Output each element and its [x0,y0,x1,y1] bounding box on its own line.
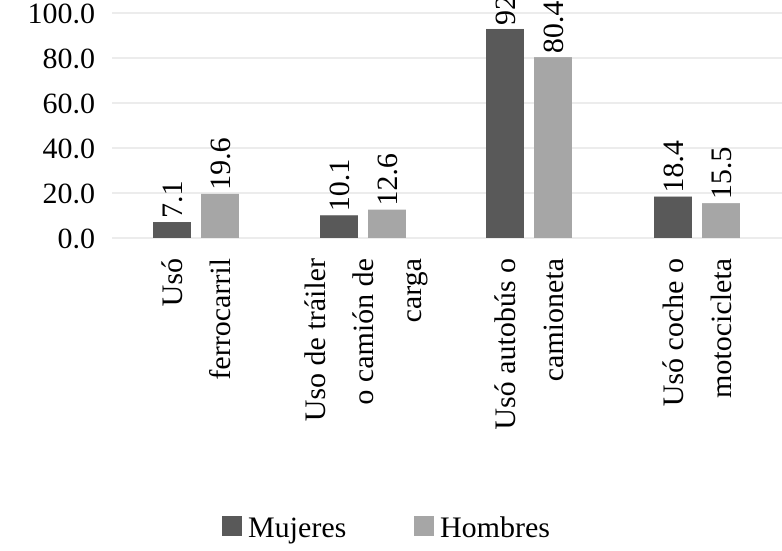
legend-swatch-mujeres [222,516,242,536]
data-label: 7.1 [156,181,189,219]
category-label: Uso de tráiler [299,258,332,421]
bar-mujeres [153,222,191,238]
data-label: 18.4 [657,140,690,193]
data-label: 12.6 [371,153,404,206]
bar-mujeres [320,215,358,238]
category-label: o camión de [347,258,380,405]
y-tick-label: 80.0 [43,42,96,75]
y-tick-label: 40.0 [43,132,96,165]
legend-label: Mujeres [248,511,346,544]
category-label: carga [395,258,428,322]
category-labels: Usó ferrocarril Uso de tráiler o camión de c… [156,258,738,430]
category-label: Usó [156,258,189,306]
category-label: motocicleta [705,258,738,398]
data-label: 15.5 [705,147,738,200]
data-labels: 7.1 10.1 92.9 18.4 19.6 12.6 80.4 15.5 [156,0,738,218]
bar-hombres [534,57,572,238]
bar-hombres [201,193,239,238]
bar-hombres [368,209,406,238]
data-label: 92.9 [489,0,522,25]
data-label: 10.1 [323,159,356,212]
legend-swatch-hombres [414,516,434,536]
bar-hombres [702,203,740,238]
y-tick-label: 20.0 [43,177,96,210]
data-label: 80.4 [537,1,570,54]
y-tick-label: 60.0 [43,87,96,120]
category-label: camioneta [537,258,570,381]
data-label: 19.6 [204,137,237,190]
category-label: Usó autobús o [489,258,522,430]
y-tick-label: 0.0 [58,222,96,255]
category-label: ferrocarril [204,258,237,380]
y-axis-ticks: 0.0 20.0 40.0 60.0 80.0 100.0 [28,0,96,255]
bar-mujeres [654,196,692,238]
bar-mujeres [486,28,524,238]
y-tick-label: 100.0 [28,0,96,30]
bars [153,28,740,238]
legend-label: Hombres [440,511,550,544]
category-label: Usó coche o [657,258,690,406]
legend: Mujeres Hombres [222,511,550,544]
